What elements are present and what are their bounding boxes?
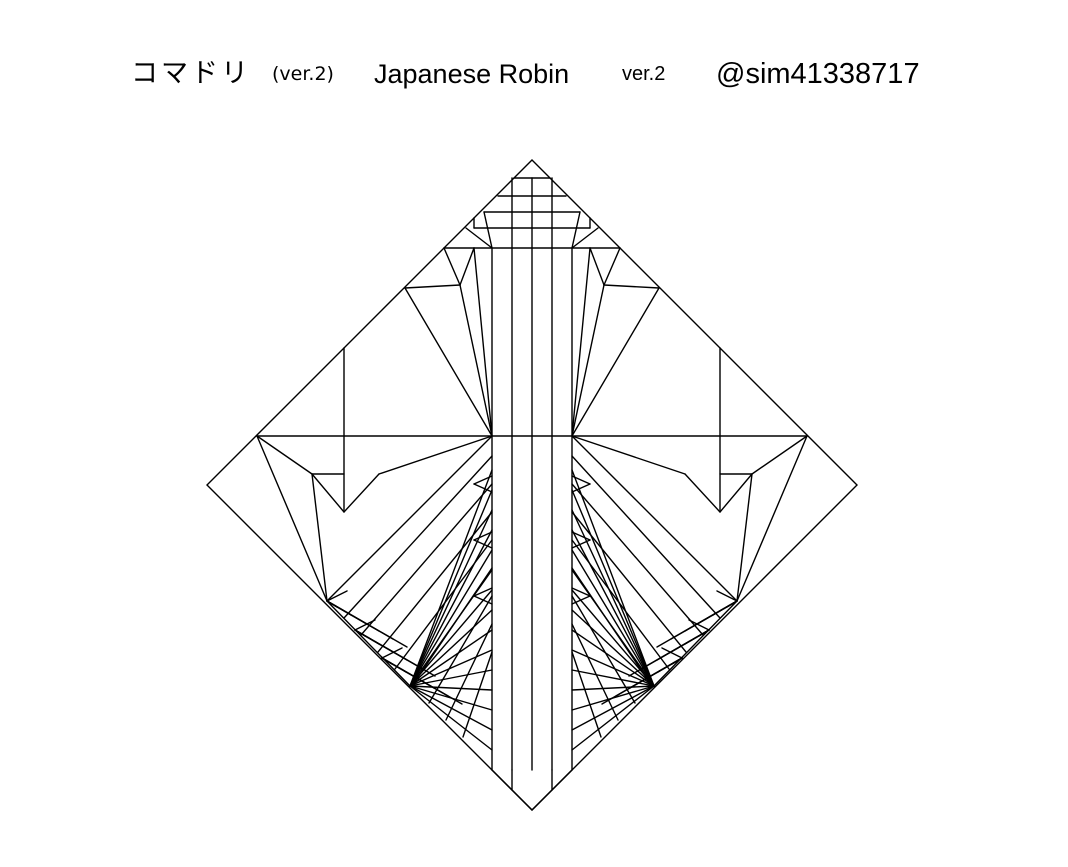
fan-crease [409,685,493,691]
fan-crease [601,657,683,705]
strip-notch-crease [571,531,591,541]
fan-crease [661,647,683,659]
strip-notch-crease [473,483,493,493]
wing-crease [571,435,738,602]
upper-flap-crease [603,284,660,289]
fan-crease [326,600,411,687]
tail-pleat-crease [445,623,493,721]
fan-crease [409,629,493,687]
fan-crease [326,590,348,602]
tail-pleat-crease [343,455,493,619]
upper-flap-crease [571,247,591,437]
strip-notch-crease [473,531,493,541]
tail-pleat-crease [571,651,602,738]
fan-crease [409,469,493,687]
fan-crease [354,629,436,677]
fan-crease [409,489,493,687]
tail-pleat-crease [571,623,619,721]
upper-flap-crease [443,247,461,286]
wing-crease [736,473,753,602]
fan-crease [571,469,655,687]
fan-crease [571,549,655,687]
fan-crease [409,685,493,731]
fan-crease [409,649,493,687]
wing-crease [311,473,345,513]
english-version-label: ver.2 [622,63,666,85]
upper-flap-crease [571,287,660,437]
upper-flap-crease [404,284,461,289]
upper-flap-crease [589,247,605,286]
fan-crease [571,649,655,687]
fan-crease [571,489,655,687]
head-crease [571,227,599,249]
fan-crease [354,619,376,631]
strip-notch-crease [473,587,493,597]
wing-crease [571,435,686,475]
english-title: Japanese Robin [374,59,570,89]
tail-pleat-crease [428,595,493,704]
fan-crease [653,600,738,687]
wing-crease [343,473,380,513]
upper-flap-crease [603,247,621,286]
wing-crease [719,473,753,513]
fan-crease [628,629,710,677]
head-crease [465,227,493,249]
upper-flap-crease [571,284,605,437]
fan-crease [409,609,493,687]
fan-crease [571,509,655,687]
fan-crease [409,669,493,687]
upper-flap-crease [473,247,493,437]
fan-crease [409,549,493,687]
fan-crease [571,629,655,687]
author-handle: @sim41338717 [716,58,920,90]
japanese-version-label: (ver.2) [272,63,334,85]
tail-pleat-crease [462,651,493,738]
tail-pleat-crease [571,595,636,704]
tail-pleat-crease [571,455,721,619]
fan-crease [409,529,493,687]
fan-crease [381,657,463,705]
fan-crease [571,609,655,687]
wing-crease [736,435,808,602]
title-bar: コマドリ (ver.2) Japanese Robin ver.2 @sim41… [0,52,1068,96]
strip-notch-crease [571,483,591,493]
strip-notch-crease [571,587,591,597]
upper-flap-crease [459,247,475,286]
fan-crease [409,509,493,687]
japanese-title: コマドリ [131,58,251,89]
wing-crease [684,473,721,513]
fan-crease [716,590,738,602]
wing-crease [326,435,493,602]
wing-crease [256,435,328,602]
head-crease [571,211,581,249]
tail-pleat-crease [360,483,493,636]
fan-crease [571,569,655,687]
fan-crease [409,685,493,751]
head-crease [483,211,493,249]
wing-crease [311,473,328,602]
upper-flap-crease [459,284,493,437]
fan-crease [688,619,710,631]
fan-crease [381,647,403,659]
fan-crease [571,685,655,731]
tail-pleat-crease [571,483,704,636]
fan-crease [571,669,655,687]
wing-crease [256,435,313,475]
wing-crease [378,435,493,475]
upper-flap-crease [404,287,493,437]
fan-crease [571,529,655,687]
fan-crease [571,685,655,751]
crease-lines [206,159,858,811]
fan-crease [571,685,655,691]
wing-crease [751,435,808,475]
fan-crease [409,569,493,687]
